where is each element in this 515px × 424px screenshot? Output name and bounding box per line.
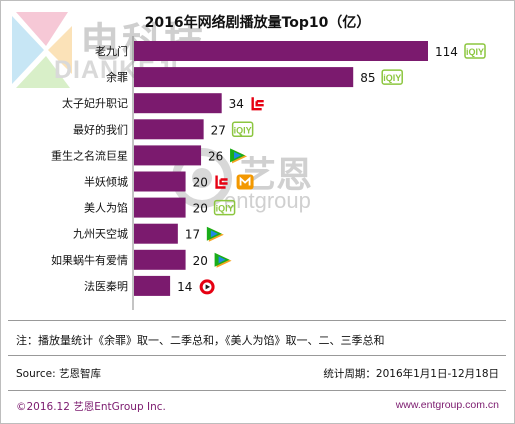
value-label: 85	[360, 71, 375, 85]
source-label: Source: 艺恩智库	[16, 368, 101, 380]
category-label: 九州天空城	[73, 227, 128, 241]
divider-bottom	[8, 390, 506, 391]
bar	[134, 145, 202, 166]
period-label: 统计周期：2016年1月1日-12月18日	[323, 368, 499, 380]
tencent-video-icon	[206, 226, 224, 242]
category-label: 老九门	[95, 44, 128, 58]
bar	[134, 223, 178, 244]
svg-text:iQIY: iQIY	[216, 204, 234, 214]
value-label: 14	[177, 280, 192, 294]
category-label: 如果蜗牛有爱情	[51, 253, 128, 267]
category-label: 余罪	[106, 70, 128, 84]
tencent-video-icon	[230, 148, 248, 164]
website-link[interactable]: www.entgroup.com.cn	[395, 399, 499, 411]
value-label: 114	[435, 45, 458, 59]
svg-text:iQIY: iQIY	[234, 125, 252, 135]
value-label: 20	[193, 176, 208, 190]
mgtv-icon	[236, 174, 254, 190]
sohu-video-icon	[199, 279, 215, 295]
bar	[134, 119, 204, 140]
value-label: 27	[211, 123, 226, 137]
value-label: 17	[185, 228, 200, 242]
bar	[134, 171, 186, 192]
footnote: 注：播放量统计《余罪》取一、二季总和，《美人为馅》取一、二、三季总和	[16, 334, 385, 347]
value-label: 34	[229, 97, 244, 111]
logo-mark-icon	[12, 12, 72, 88]
bar	[134, 93, 222, 114]
category-label: 重生之名流巨星	[51, 148, 128, 162]
svg-text:iQIY: iQIY	[383, 73, 401, 83]
bar	[134, 275, 171, 296]
divider-top	[8, 320, 506, 321]
copyright-text: ©2016.12 艺恩EntGroup Inc.	[16, 401, 166, 413]
iqiyi-icon: iQIY	[213, 199, 236, 216]
chart-title: 2016年网络剧播放量Top10（亿）	[144, 15, 371, 31]
category-label: 最好的我们	[73, 122, 128, 136]
bar	[134, 67, 354, 88]
iqiyi-icon: iQIY	[231, 121, 254, 138]
category-label: 法医秦明	[84, 279, 128, 293]
divider-mid	[8, 355, 506, 356]
category-label: 半妖倾城	[84, 175, 128, 189]
letv-icon	[251, 97, 264, 111]
value-label: 20	[193, 254, 208, 268]
category-label: 太子妃升职记	[62, 96, 128, 110]
value-label: 20	[193, 202, 208, 216]
bar-chart: 老九门 114 iQIY 余罪 85 iQIY 太子妃升职记 34 最好的我们 27 iQIY 重生之…	[51, 36, 486, 310]
bar	[134, 249, 186, 270]
watermark-en-text: entgroup	[224, 188, 311, 213]
svg-text:iQIY: iQIY	[466, 47, 484, 57]
bar	[134, 41, 428, 61]
bar	[134, 197, 186, 218]
iqiyi-icon: iQIY	[464, 43, 486, 59]
tencent-video-icon	[214, 252, 232, 268]
letv-icon	[215, 175, 228, 189]
iqiyi-icon: iQIY	[381, 69, 403, 85]
value-label: 26	[208, 149, 223, 163]
category-label: 美人为馅	[84, 201, 128, 215]
